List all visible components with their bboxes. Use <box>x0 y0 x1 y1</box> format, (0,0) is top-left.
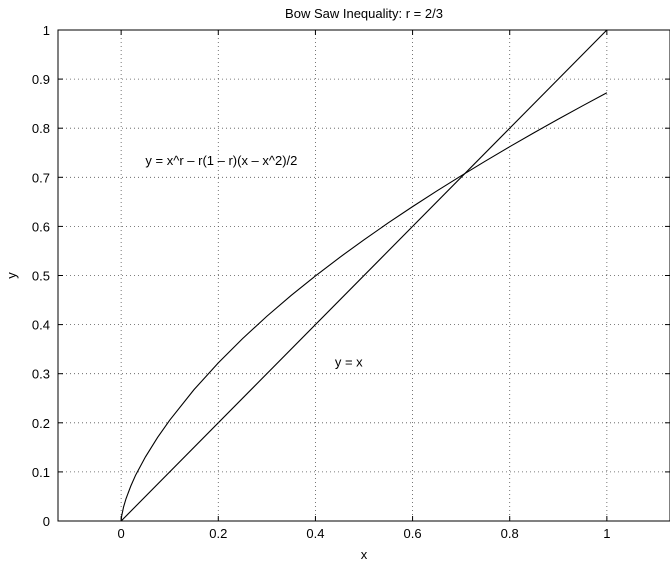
x-tick-label: 1 <box>603 526 610 541</box>
series-group <box>120 29 608 522</box>
annotations: y = x^r – r(1 – r)(x – x^2)/2 y = x <box>145 153 363 369</box>
y-tick-label: 0 <box>43 514 50 529</box>
y-tick-label: 0.5 <box>32 269 50 284</box>
y-tick-label: 0.7 <box>32 170 50 185</box>
x-tick-label: 0.8 <box>501 526 519 541</box>
series-line-2 <box>120 29 608 522</box>
y-axis-label: y <box>4 272 19 279</box>
x-tick-label: 0.4 <box>306 526 324 541</box>
y-tick-label: 0.3 <box>32 367 50 382</box>
x-tick-label: 0.6 <box>404 526 422 541</box>
series-line-1 <box>120 92 608 522</box>
ticks <box>58 29 670 522</box>
x-tick-label: 0.2 <box>209 526 227 541</box>
x-axis-label: x <box>361 547 368 562</box>
annotation-label: y = x^r – r(1 – r)(x – x^2)/2 <box>145 153 297 168</box>
annotation-label: y = x <box>335 354 363 369</box>
y-tick-label: 1 <box>43 23 50 38</box>
y-tick-label: 0.2 <box>32 416 50 431</box>
y-tick-label: 0.8 <box>32 121 50 136</box>
chart-title: Bow Saw Inequality: r = 2/3 <box>285 6 443 21</box>
y-tick-label: 0.1 <box>32 465 50 480</box>
x-tick-label: 0 <box>118 526 125 541</box>
y-tick-label: 0.4 <box>32 318 50 333</box>
y-tick-label: 0.6 <box>32 219 50 234</box>
y-tick-label: 0.9 <box>32 72 50 87</box>
tick-labels: 0 0.2 0.4 0.6 0.8 1 0 0.1 0.2 0.3 0.4 0.5 0.6 0.7 0.8 0… <box>32 23 611 541</box>
